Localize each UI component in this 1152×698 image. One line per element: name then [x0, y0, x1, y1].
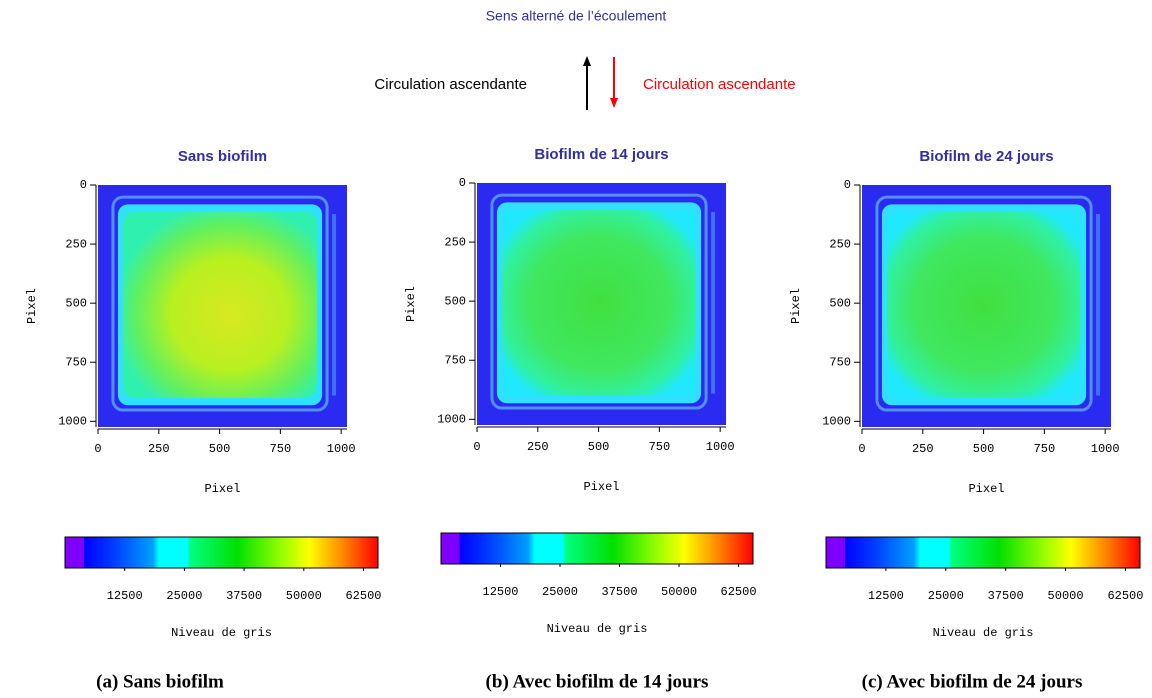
image-frame — [111, 195, 329, 412]
x-tick-label: 500 — [973, 442, 995, 456]
image-side — [1096, 214, 1101, 396]
x-tick-label: 500 — [588, 440, 610, 454]
colorbar-label: Niveau de gris — [547, 622, 648, 636]
x-axis-label: Pixel — [583, 480, 619, 494]
x-tick-label: 750 — [649, 440, 671, 454]
x-tick-label: 0 — [94, 442, 101, 456]
colorbar-tick-label: 25000 — [166, 589, 202, 603]
x-tick-label: 250 — [912, 442, 934, 456]
y-tick-label: 1000 — [822, 415, 851, 429]
image-side — [711, 212, 716, 394]
colorbar-tick-label: 12500 — [868, 589, 904, 603]
y-axis-label: Pixel — [404, 286, 418, 322]
y-tick-label: 250 — [829, 237, 851, 251]
x-tick-label: 250 — [527, 440, 549, 454]
y-tick-label: 500 — [829, 296, 851, 310]
colorbar-tick-label: 37500 — [988, 589, 1024, 603]
down-arrowhead — [610, 98, 618, 108]
colorbar-tick-label: 62500 — [345, 589, 381, 603]
colorbar-label: Niveau de gris — [933, 626, 1034, 640]
y-tick-label: 750 — [829, 355, 851, 369]
colorbar-tick-label: 62500 — [721, 585, 757, 599]
x-tick-label: 750 — [270, 442, 292, 456]
y-tick-label: 750 — [444, 353, 466, 367]
x-axis-label: Pixel — [204, 482, 240, 496]
colorbar-tick-label: 12500 — [107, 589, 143, 603]
colorbar-tick-label: 50000 — [1048, 589, 1084, 603]
colorbar — [440, 532, 754, 565]
right-label: Circulation ascendante — [643, 76, 796, 93]
y-tick-label: 500 — [444, 294, 466, 308]
chart-title: Sans biofilm — [178, 148, 267, 165]
colorbar-tick-label: 25000 — [928, 589, 964, 603]
caption: (b) Avec biofilm de 14 jours — [486, 671, 709, 692]
colorbar-tick-label: 50000 — [286, 589, 322, 603]
colorbar-label: Niveau de gris — [171, 626, 272, 640]
image-core — [122, 211, 318, 398]
x-tick-label: 1000 — [706, 440, 735, 454]
y-tick-label: 0 — [459, 176, 466, 190]
colorbar-tick-label: 50000 — [661, 585, 697, 599]
y-axis-label: Pixel — [25, 288, 39, 324]
image-side — [332, 214, 337, 396]
x-tick-label: 250 — [148, 442, 170, 456]
x-tick-label: 750 — [1034, 442, 1056, 456]
colorbar-tick-label: 25000 — [542, 585, 578, 599]
y-tick-label: 250 — [65, 237, 87, 251]
colorbar-tick-label: 12500 — [483, 585, 519, 599]
colorbar — [825, 536, 1141, 569]
image-core — [886, 211, 1082, 398]
y-tick-label: 0 — [80, 178, 87, 192]
header-title: Sens alterné de l’écoulement — [486, 8, 667, 24]
image-frame — [490, 193, 708, 410]
chart-title: Biofilm de 24 jours — [919, 148, 1053, 165]
x-axis-label: Pixel — [968, 482, 1004, 496]
x-tick-label: 0 — [473, 440, 480, 454]
caption: (a) Sans biofilm — [96, 671, 224, 692]
colorbar-tick-label: 37500 — [602, 585, 638, 599]
x-tick-label: 1000 — [327, 442, 356, 456]
y-tick-label: 1000 — [58, 415, 87, 429]
image-core — [501, 209, 697, 396]
y-tick-label: 750 — [65, 355, 87, 369]
colorbar-tick-label: 37500 — [226, 589, 262, 603]
x-tick-label: 0 — [858, 442, 865, 456]
up-arrowhead — [583, 56, 591, 66]
x-tick-label: 1000 — [1091, 442, 1120, 456]
y-tick-label: 500 — [65, 296, 87, 310]
colorbar-tick-label: 62500 — [1107, 589, 1143, 603]
caption: (c) Avec biofilm de 24 jours — [862, 671, 1083, 692]
y-tick-label: 0 — [844, 178, 851, 192]
left-label: Circulation ascendante — [374, 76, 527, 93]
y-tick-label: 250 — [444, 235, 466, 249]
colorbar — [64, 536, 379, 569]
y-axis-label: Pixel — [789, 288, 803, 324]
x-tick-label: 500 — [209, 442, 231, 456]
image-frame — [875, 195, 1093, 412]
y-tick-label: 1000 — [437, 413, 466, 427]
chart-title: Biofilm de 14 jours — [534, 146, 668, 163]
